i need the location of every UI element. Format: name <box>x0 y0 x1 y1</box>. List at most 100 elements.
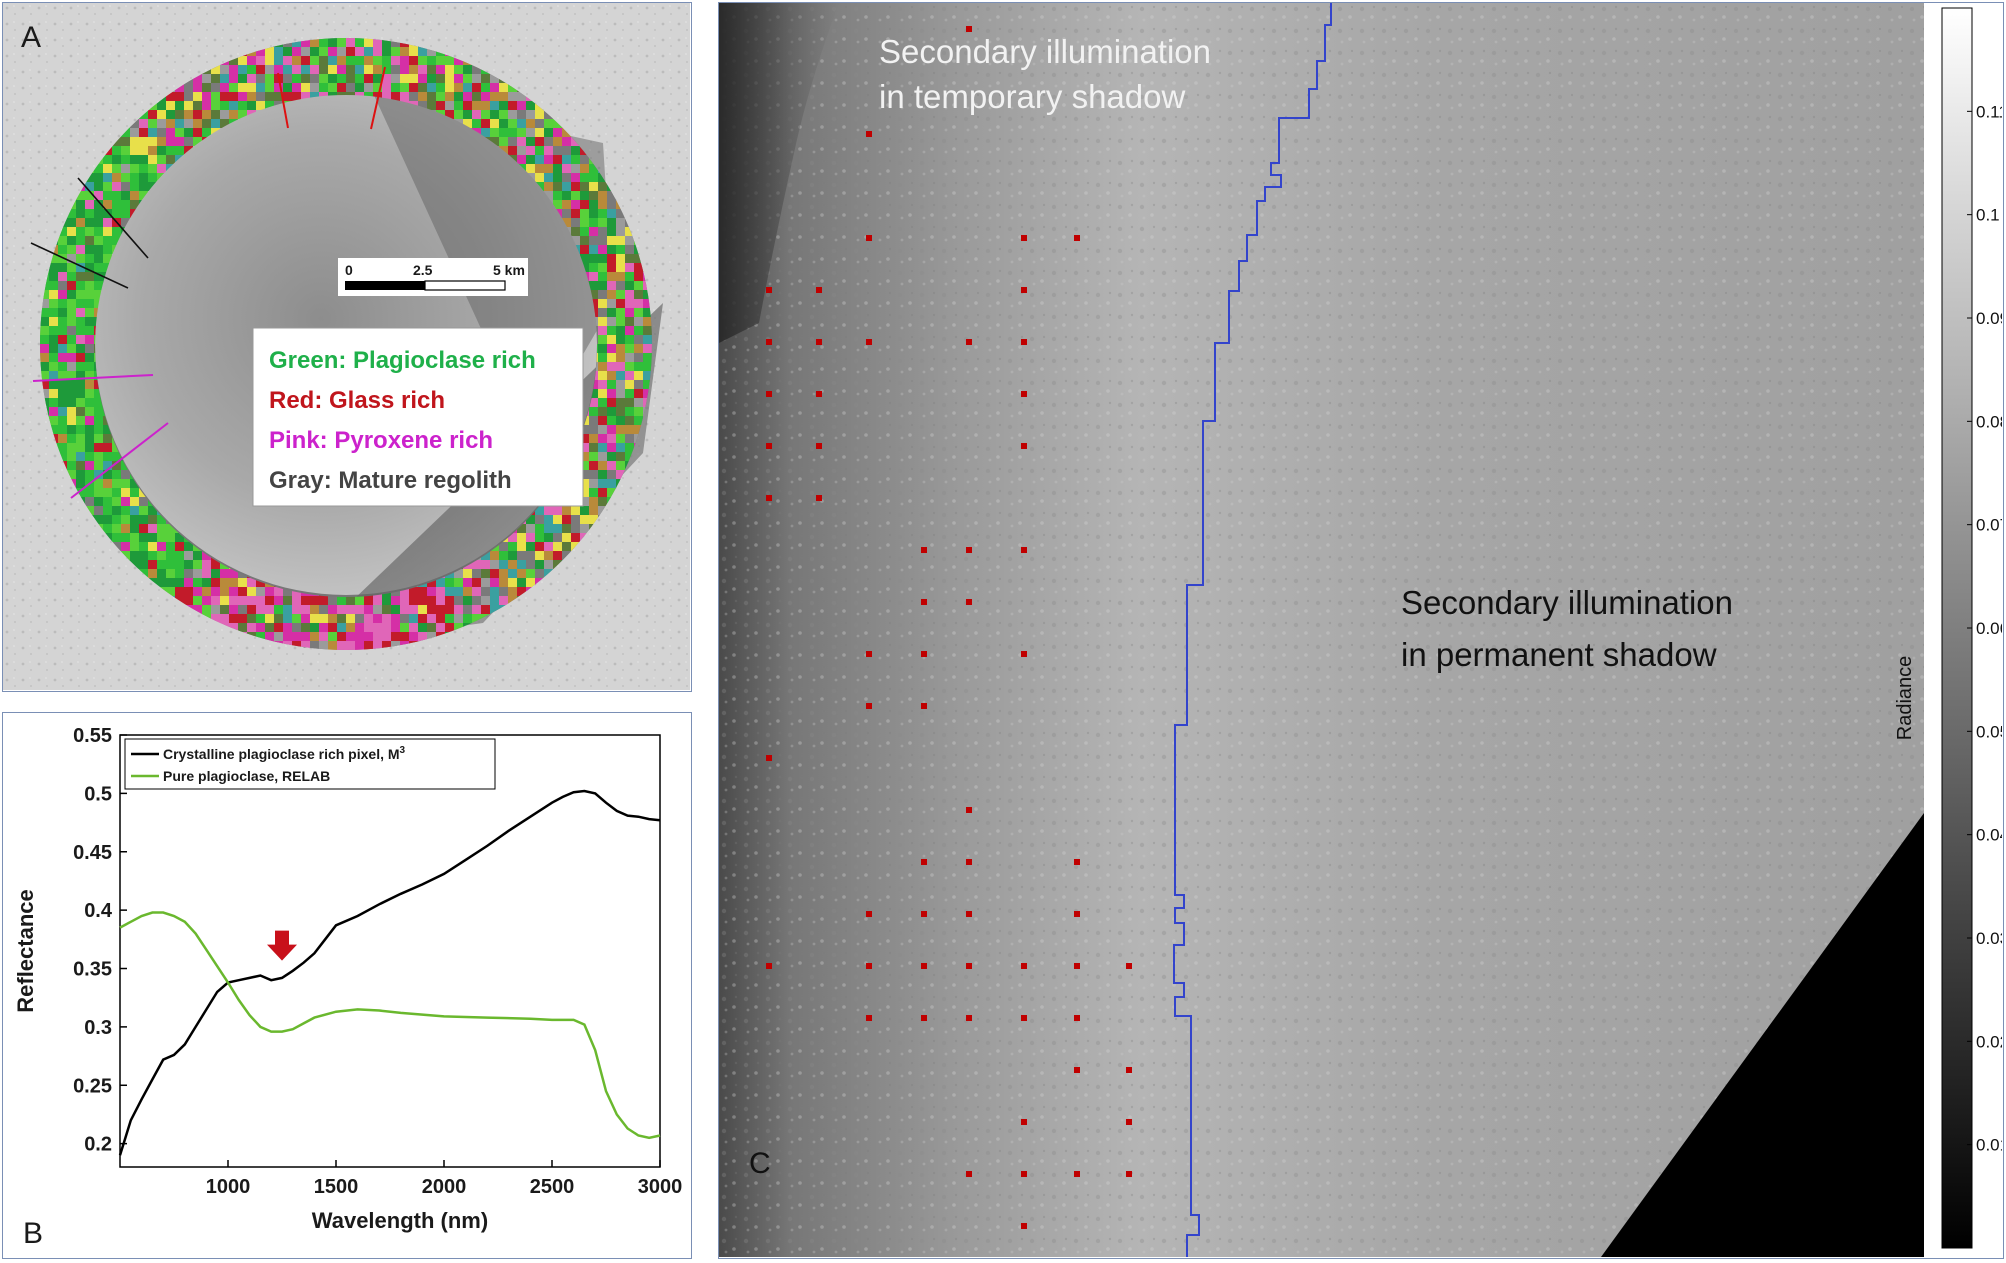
ring-pixel <box>94 173 103 182</box>
ring-pixel <box>616 380 625 389</box>
ring-pixel <box>616 443 625 452</box>
x-axis-ticks: 1000 1500 2000 2500 3000 <box>206 1160 682 1198</box>
ring-pixel <box>517 524 526 533</box>
series-lines <box>118 789 661 1156</box>
ring-pixel <box>319 56 328 65</box>
ring-pixel <box>427 83 436 92</box>
ring-pixel <box>436 56 445 65</box>
ring-pixel <box>94 434 103 443</box>
ring-pixel <box>544 155 553 164</box>
y-tick-label: 0.4 <box>84 900 113 922</box>
ring-pixel <box>481 587 490 596</box>
ring-pixel <box>85 227 94 236</box>
ring-pixel <box>616 353 625 362</box>
ring-pixel <box>85 362 94 371</box>
ring-pixel <box>121 155 130 164</box>
ring-pixel <box>256 614 265 623</box>
ring-pixel <box>391 83 400 92</box>
colorbar-tick-label: 0.1 <box>1976 206 2000 225</box>
ring-pixel <box>85 488 94 497</box>
ring-pixel <box>391 632 400 641</box>
ring-pixel <box>427 47 436 56</box>
ring-pixel <box>184 542 193 551</box>
ring-pixel <box>526 164 535 173</box>
ring-pixel <box>229 56 238 65</box>
ring-pixel <box>67 407 76 416</box>
ring-pixel <box>220 605 229 614</box>
ring-pixel <box>292 632 301 641</box>
ring-pixel <box>67 281 76 290</box>
ring-pixel <box>85 173 94 182</box>
ring-pixel <box>346 74 355 83</box>
sample-point <box>1021 287 1027 293</box>
ring-pixel <box>463 605 472 614</box>
ring-pixel <box>130 128 139 137</box>
ring-pixel <box>616 308 625 317</box>
ring-pixel <box>607 317 616 326</box>
ring-pixel <box>355 632 364 641</box>
ring-pixel <box>211 83 220 92</box>
ring-pixel <box>436 65 445 74</box>
ring-pixel <box>130 479 139 488</box>
ring-pixel <box>157 533 166 542</box>
ring-pixel <box>634 380 643 389</box>
ring-pixel <box>112 227 121 236</box>
ring-pixel <box>139 137 148 146</box>
ring-pixel <box>526 578 535 587</box>
ring-pixel <box>49 425 58 434</box>
ring-pixel <box>562 542 571 551</box>
ring-pixel <box>463 92 472 101</box>
ring-pixel <box>292 74 301 83</box>
ring-pixel <box>94 398 103 407</box>
ring-pixel <box>130 506 139 515</box>
ring-pixel <box>229 65 238 74</box>
ring-pixel <box>319 38 328 47</box>
ring-pixel <box>103 425 112 434</box>
sample-point <box>966 547 972 553</box>
ring-pixel <box>625 299 634 308</box>
ring-pixel <box>247 92 256 101</box>
sample-point <box>1021 391 1027 397</box>
ring-pixel <box>391 47 400 56</box>
ring-pixel <box>76 236 85 245</box>
ring-pixel <box>85 236 94 245</box>
ring-pixel <box>436 623 445 632</box>
ring-pixel <box>85 497 94 506</box>
ring-pixel <box>220 578 229 587</box>
ring-pixel <box>76 299 85 308</box>
ring-pixel <box>634 281 643 290</box>
ring-pixel <box>67 317 76 326</box>
ring-pixel <box>112 479 121 488</box>
sample-point <box>966 1171 972 1177</box>
ring-pixel <box>256 632 265 641</box>
ring-pixel <box>301 83 310 92</box>
ring-pixel <box>121 524 130 533</box>
ring-pixel <box>589 218 598 227</box>
ring-pixel <box>418 614 427 623</box>
ring-pixel <box>526 128 535 137</box>
ring-pixel <box>157 560 166 569</box>
ring-pixel <box>310 38 319 47</box>
ring-pixel <box>535 542 544 551</box>
ring-pixel <box>274 605 283 614</box>
ring-pixel <box>112 488 121 497</box>
ring-pixel <box>481 101 490 110</box>
sample-point <box>1074 963 1080 969</box>
ring-pixel <box>220 83 229 92</box>
colorbar-tick-label: 0.08 <box>1976 412 2002 431</box>
ring-pixel <box>76 389 85 398</box>
ring-pixel <box>436 74 445 83</box>
scale-bar: 0 2.5 5 km <box>338 258 528 296</box>
ring-pixel <box>265 605 274 614</box>
ring-pixel <box>112 155 121 164</box>
ring-pixel <box>67 263 76 272</box>
ring-pixel <box>238 614 247 623</box>
sample-point <box>866 131 872 137</box>
annotation-temporary-line1: Secondary illumination <box>879 33 1211 70</box>
ring-pixel <box>472 578 481 587</box>
ring-pixel <box>202 128 211 137</box>
ring-pixel <box>58 416 67 425</box>
ring-pixel <box>247 65 256 74</box>
y-axis-ticks: 0.2 0.25 0.3 0.35 0.4 0.45 0.5 0.55 <box>73 725 127 1156</box>
ring-pixel <box>598 470 607 479</box>
